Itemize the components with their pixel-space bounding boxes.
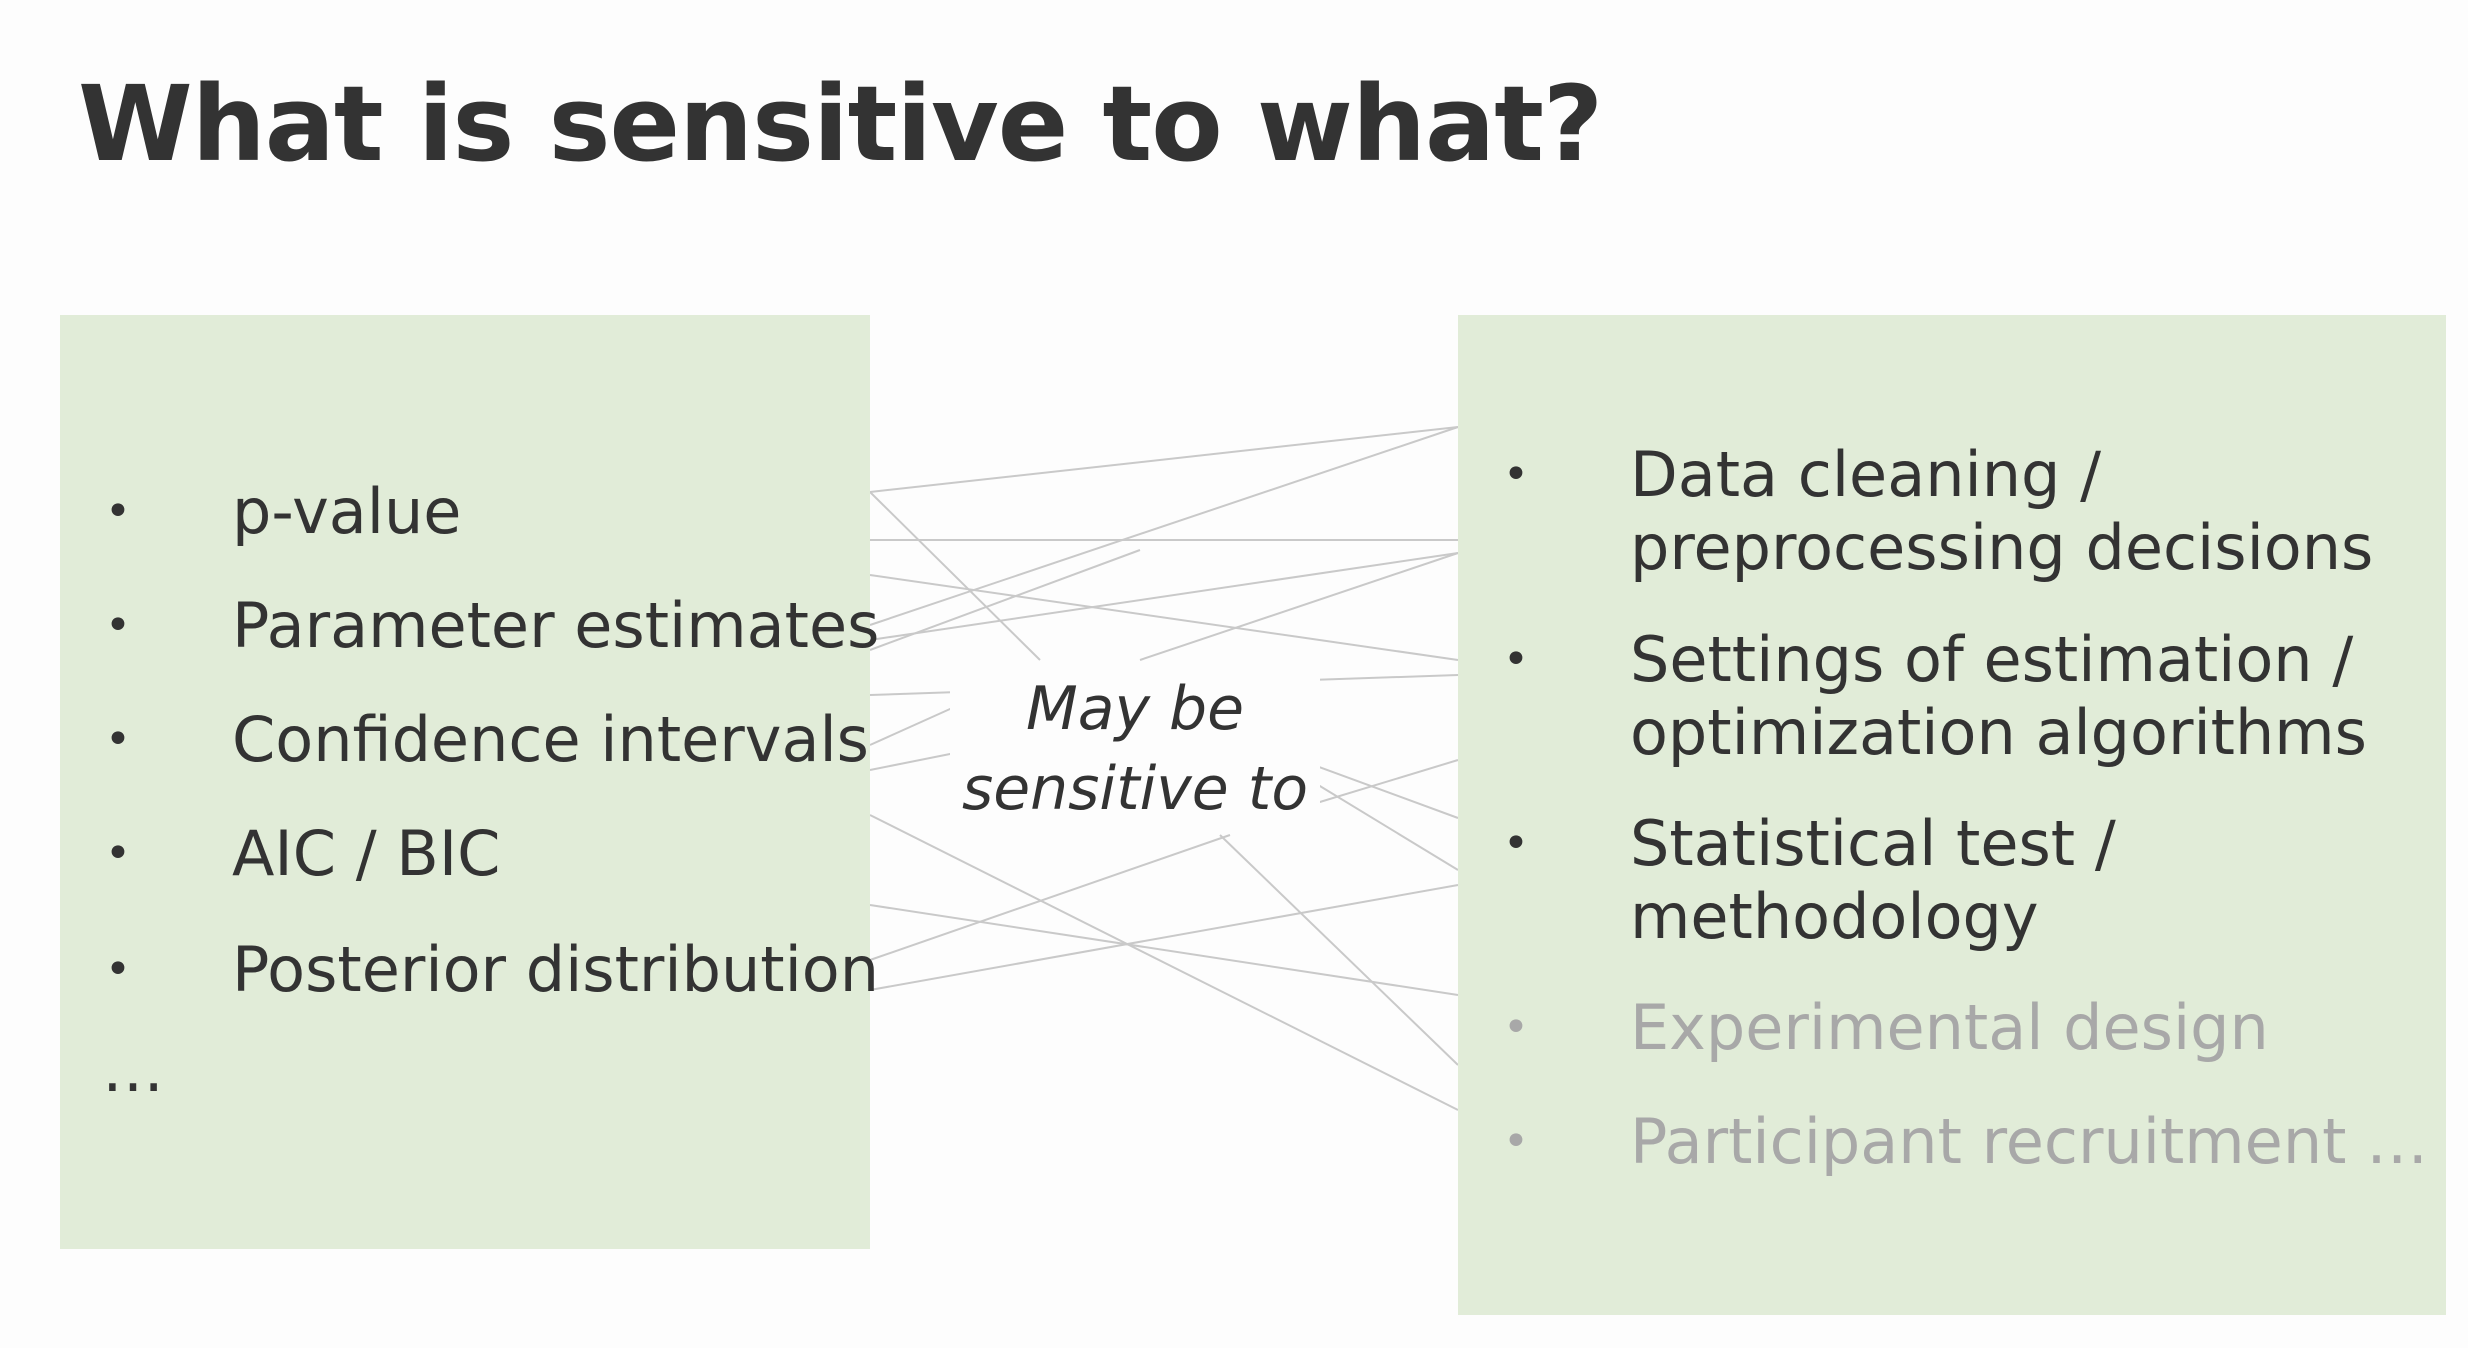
connector-line (869, 426, 1459, 493)
connector-line (869, 834, 1231, 961)
outcome-item: AIC / BIC (232, 817, 501, 890)
connector-line (869, 549, 1141, 651)
connector-line (1219, 834, 1459, 1066)
outcome-item: Confidence intervals (232, 703, 869, 776)
factor-item: Data cleaning / (1630, 438, 2101, 511)
bullet-icon: • (1503, 449, 1529, 500)
factor-item-faded: Participant recruitment … (1630, 1105, 2429, 1178)
bullet-icon: • (105, 714, 131, 765)
factor-item: methodology (1630, 880, 2039, 953)
connector-line (869, 426, 1459, 626)
connector-line (869, 574, 1459, 661)
factor-item: Statistical test / (1630, 807, 2116, 880)
connector-line (1309, 779, 1459, 871)
relation-label-line: sensitive to (961, 754, 1309, 824)
factor-item-faded: Experimental design (1630, 991, 2269, 1064)
outcome-item: Posterior distribution (232, 933, 880, 1006)
factors-box: • Data cleaning / preprocessing decision… (1458, 315, 2446, 1315)
bullet-icon: • (105, 486, 131, 537)
outcomes-box: • p-value • Parameter estimates • Confid… (60, 315, 879, 1249)
bullet-icon: • (1503, 1116, 1529, 1167)
relation-label: May be sensitive to (950, 665, 1320, 833)
connector-line (869, 491, 1041, 661)
bullet-icon: • (1503, 1002, 1529, 1053)
connector-line (1139, 552, 1459, 661)
connector-line (1309, 759, 1459, 806)
slide-title: What is sensitive to what? (78, 63, 1603, 185)
bullet-icon: • (1503, 818, 1529, 869)
factor-item: optimization algorithms (1630, 696, 2367, 769)
connector-line (869, 814, 1459, 1111)
connector-line (869, 904, 1459, 996)
relation-label-line: May be (1025, 674, 1245, 744)
connector-line (869, 552, 1459, 641)
factor-item: Settings of estimation / (1630, 623, 2354, 696)
connector-line (869, 884, 1459, 991)
ellipsis: … (102, 1033, 164, 1106)
factor-item: preprocessing decisions (1630, 511, 2374, 584)
bullet-icon: • (105, 944, 131, 995)
bullet-icon: • (1503, 634, 1529, 685)
outcome-item: Parameter estimates (232, 589, 880, 662)
outcome-item: p-value (232, 475, 462, 548)
bullet-icon: • (105, 828, 131, 879)
bullet-icon: • (105, 600, 131, 651)
connector-line (1299, 759, 1459, 819)
